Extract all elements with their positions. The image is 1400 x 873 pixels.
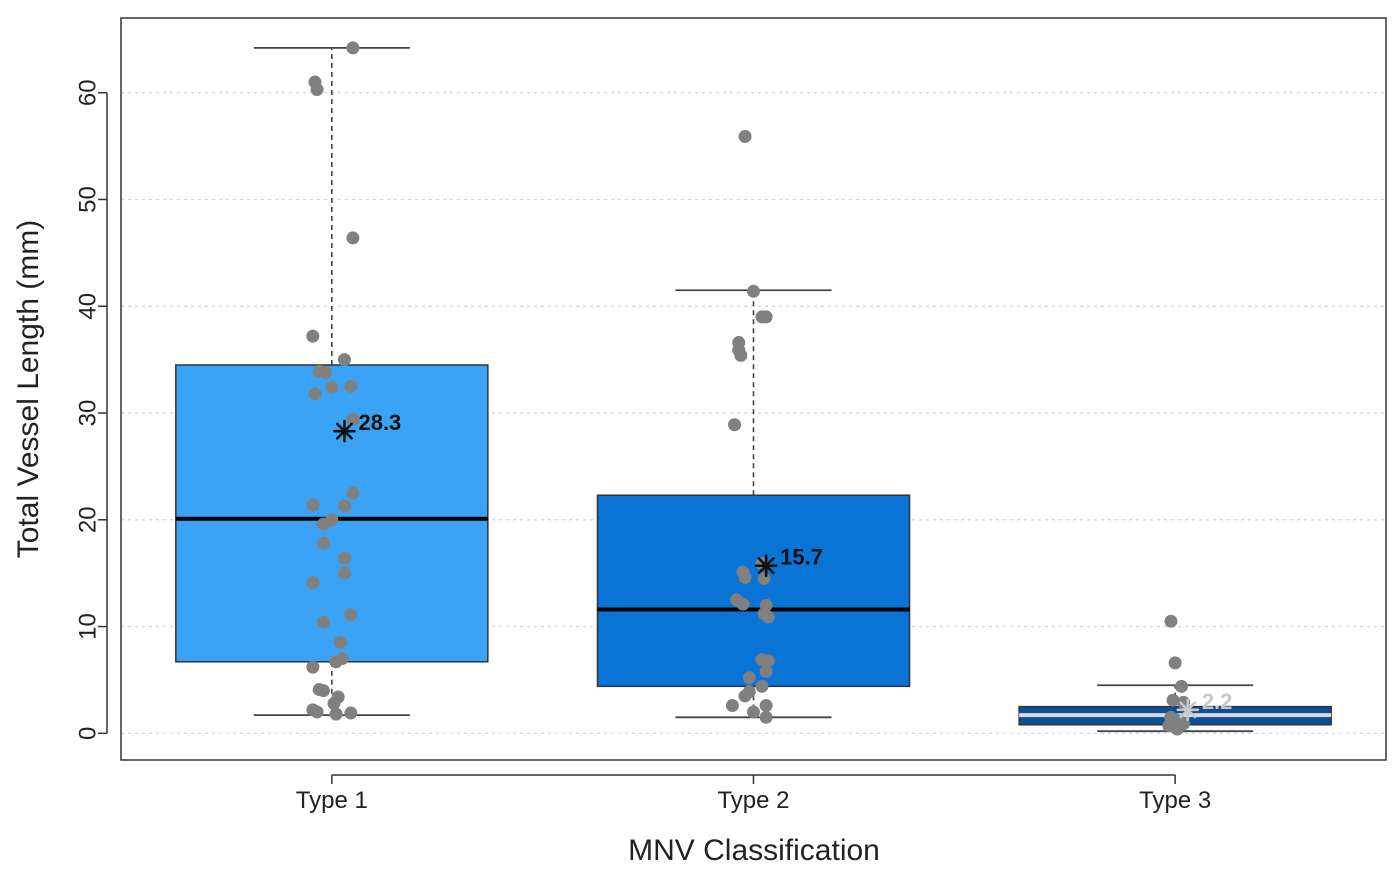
x-tick-label: Type 1 bbox=[296, 787, 368, 814]
data-point bbox=[759, 710, 773, 724]
data-point bbox=[327, 696, 341, 710]
data-point bbox=[734, 348, 748, 362]
data-point bbox=[337, 551, 351, 565]
mean-value-label: 15.7 bbox=[780, 545, 823, 570]
x-tick-label: Type 3 bbox=[1139, 787, 1211, 814]
box-2 bbox=[596, 494, 911, 688]
y-tick-label: 40 bbox=[74, 293, 101, 320]
data-point bbox=[738, 689, 752, 703]
data-point bbox=[747, 284, 760, 298]
mean-marker-stroke bbox=[757, 557, 775, 575]
y-axis-title: Total Vessel Length (mm) bbox=[12, 220, 45, 558]
mean-layer: 28.3 15.7 2.2 bbox=[333, 410, 1233, 722]
data-point bbox=[337, 353, 351, 367]
mean-marker-stroke bbox=[335, 422, 353, 440]
data-point bbox=[306, 329, 320, 343]
data-point bbox=[742, 671, 756, 685]
data-point bbox=[736, 597, 750, 611]
data-point bbox=[316, 615, 330, 629]
data-point bbox=[308, 387, 322, 401]
data-point bbox=[1170, 722, 1184, 736]
mean-value-label: 28.3 bbox=[358, 410, 401, 435]
axes: 0 10 20 30 40 50 60 Type 1 Type 2 Type 3 bbox=[74, 79, 1211, 814]
y-tick-label: 60 bbox=[74, 79, 101, 106]
y-tick-label: 30 bbox=[74, 400, 101, 427]
x-tick-label: Type 2 bbox=[717, 787, 789, 814]
y-tick-label: 0 bbox=[74, 727, 101, 740]
data-point bbox=[1166, 693, 1180, 707]
data-point bbox=[329, 655, 343, 669]
data-point bbox=[310, 705, 324, 719]
data-point bbox=[316, 517, 330, 531]
mean-marker bbox=[333, 419, 356, 443]
data-point bbox=[344, 379, 358, 393]
data-point bbox=[728, 418, 742, 432]
data-point bbox=[738, 570, 752, 584]
data-point bbox=[759, 664, 773, 678]
data-point bbox=[761, 610, 775, 624]
y-tick-label: 10 bbox=[74, 613, 101, 640]
data-point bbox=[316, 536, 330, 550]
y-tick-label: 20 bbox=[74, 506, 101, 533]
data-point bbox=[306, 660, 320, 674]
data-point bbox=[761, 654, 775, 668]
mean-marker bbox=[754, 554, 778, 577]
data-point bbox=[738, 130, 752, 144]
data-point bbox=[1164, 614, 1178, 628]
data-point bbox=[306, 576, 320, 590]
data-point bbox=[346, 231, 360, 245]
data-point bbox=[337, 566, 351, 580]
data-point bbox=[1168, 656, 1182, 670]
plot-frame bbox=[120, 17, 1387, 761]
mean-marker bbox=[1176, 698, 1200, 722]
data-point bbox=[306, 498, 320, 512]
data-point bbox=[319, 365, 333, 379]
mean-value-label: 2.2 bbox=[1202, 689, 1233, 714]
data-point bbox=[329, 707, 343, 721]
data-point bbox=[344, 608, 358, 622]
x-axis-title: MNV Classification bbox=[628, 834, 880, 867]
data-point bbox=[1174, 679, 1188, 693]
data-point bbox=[725, 699, 739, 713]
data-point bbox=[333, 636, 347, 650]
box-layer bbox=[175, 46, 1332, 733]
data-point bbox=[337, 499, 351, 513]
y-tick-label: 50 bbox=[74, 186, 101, 213]
data-point bbox=[316, 684, 330, 698]
data-point bbox=[747, 705, 760, 719]
mean-marker-stroke bbox=[1179, 701, 1197, 719]
data-point bbox=[346, 41, 360, 55]
data-point bbox=[755, 679, 769, 693]
data-point bbox=[346, 412, 360, 426]
data-point bbox=[346, 486, 360, 500]
data-point bbox=[344, 706, 358, 720]
data-point bbox=[325, 380, 339, 394]
data-point bbox=[759, 310, 773, 324]
data-point bbox=[759, 699, 773, 713]
data-point bbox=[310, 83, 324, 97]
